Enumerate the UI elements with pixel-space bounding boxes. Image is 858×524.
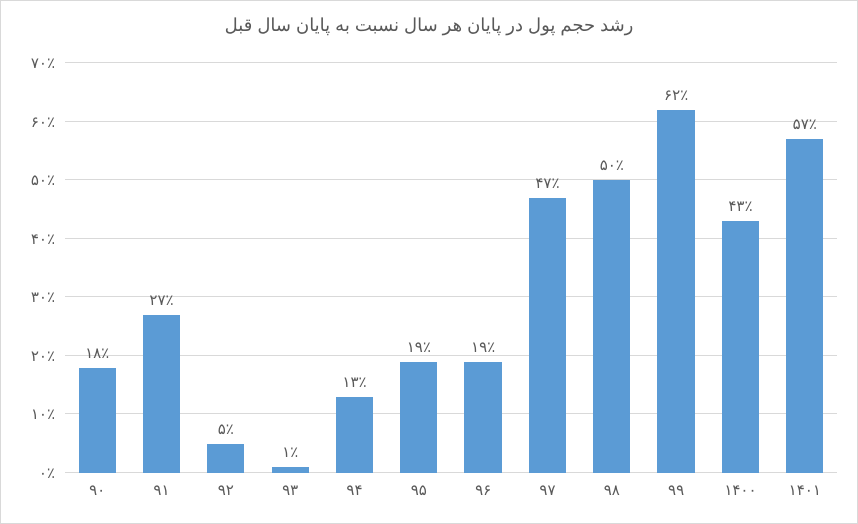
- x-axis-label: ۹۳: [282, 473, 298, 499]
- bar-slot: ۱۳٪۹۴: [322, 63, 386, 473]
- bar: ۴۷٪: [529, 198, 566, 473]
- bar-value-label: ۵۷٪: [793, 115, 817, 139]
- x-axis-label: ۹۱: [153, 473, 169, 499]
- bar-value-label: ۴۷٪: [535, 174, 559, 198]
- bar-value-label: ۴۳٪: [728, 197, 752, 221]
- bar-value-label: ۱۹٪: [471, 338, 495, 362]
- bar: ۴۳٪: [722, 221, 759, 473]
- bar: ۵۷٪: [786, 139, 823, 473]
- bar: ۱۸٪: [79, 368, 116, 473]
- y-axis-label: ۶۰٪: [31, 113, 65, 131]
- bar-slot: ۵۰٪۹۸: [580, 63, 644, 473]
- bar-value-label: ۱٪: [282, 443, 298, 467]
- x-axis-label: ۹۰: [89, 473, 105, 499]
- x-axis-label: ۹۵: [411, 473, 427, 499]
- bar: ۱۳٪: [336, 397, 373, 473]
- chart-container: رشد حجم پول در پایان هر سال نسبت به پایا…: [0, 0, 858, 524]
- y-axis-label: ۷۰٪: [31, 54, 65, 72]
- x-axis-label: ۹۹: [668, 473, 684, 499]
- bar-value-label: ۱۹٪: [407, 338, 431, 362]
- y-axis-label: ۳۰٪: [31, 288, 65, 306]
- bar: ۱۹٪: [400, 362, 437, 473]
- y-axis-label: ۱۰٪: [31, 405, 65, 423]
- bar-value-label: ۱۸٪: [85, 344, 109, 368]
- x-axis-label: ۹۷: [539, 473, 555, 499]
- bar-slot: ۲۷٪۹۱: [129, 63, 193, 473]
- bar-slot: ۱٪۹۳: [258, 63, 322, 473]
- bar-slot: ۱۹٪۹۶: [451, 63, 515, 473]
- bar-slot: ۱۸٪۹۰: [65, 63, 129, 473]
- bar-slot: ۵۷٪۱۴۰۱: [773, 63, 837, 473]
- plot-area: ۰٪۱۰٪۲۰٪۳۰٪۴۰٪۵۰٪۶۰٪۷۰٪ ۱۸٪۹۰۲۷٪۹۱۵٪۹۲۱٪…: [65, 63, 837, 473]
- x-axis-label: ۹۸: [604, 473, 620, 499]
- chart-title: رشد حجم پول در پایان هر سال نسبت به پایا…: [1, 1, 857, 36]
- x-axis-label: ۹۲: [218, 473, 234, 499]
- x-axis-label: ۹۶: [475, 473, 491, 499]
- bar-value-label: ۵٪: [218, 420, 234, 444]
- bar: ۵٪: [207, 444, 244, 473]
- bar: ۶۲٪: [657, 110, 694, 473]
- bar: ۵۰٪: [593, 180, 630, 473]
- y-axis-label: ۲۰٪: [31, 347, 65, 365]
- bar-slot: ۵٪۹۲: [194, 63, 258, 473]
- y-axis-label: ۰٪: [39, 464, 65, 482]
- bar-value-label: ۵۰٪: [600, 156, 624, 180]
- bar-slot: ۴۷٪۹۷: [515, 63, 579, 473]
- bar-slot: ۱۹٪۹۵: [387, 63, 451, 473]
- bar-value-label: ۶۲٪: [664, 86, 688, 110]
- bar-value-label: ۲۷٪: [149, 291, 173, 315]
- x-axis-label: ۱۴۰۱: [789, 473, 821, 499]
- bars-group: ۱۸٪۹۰۲۷٪۹۱۵٪۹۲۱٪۹۳۱۳٪۹۴۱۹٪۹۵۱۹٪۹۶۴۷٪۹۷۵۰…: [65, 63, 837, 473]
- bar-value-label: ۱۳٪: [342, 373, 366, 397]
- bar-slot: ۴۳٪۱۴۰۰: [708, 63, 772, 473]
- x-axis-label: ۱۴۰۰: [724, 473, 756, 499]
- bar: ۲۷٪: [143, 315, 180, 473]
- y-axis-label: ۴۰٪: [31, 230, 65, 248]
- x-axis-label: ۹۴: [346, 473, 362, 499]
- bar: ۱۹٪: [464, 362, 501, 473]
- y-axis-label: ۵۰٪: [31, 171, 65, 189]
- bar-slot: ۶۲٪۹۹: [644, 63, 708, 473]
